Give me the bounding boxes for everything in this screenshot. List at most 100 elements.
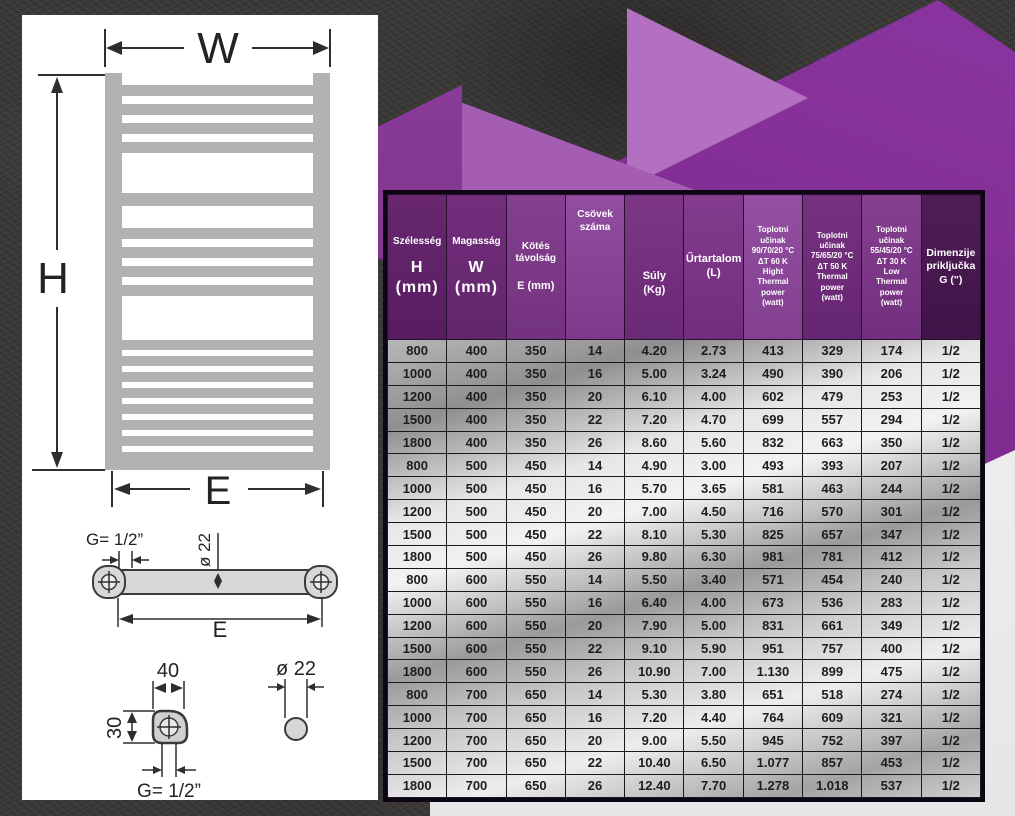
spec-cell: 7.00 [624, 499, 685, 524]
column-header-magassag: Magasság W (mm) [446, 194, 507, 340]
column-header-suly: Súly (Kg) [624, 194, 685, 340]
spec-cell: 1800 [386, 773, 448, 799]
spec-cell: 945 [742, 728, 804, 753]
spec-row: 800 600 550 14 5.50 3.40 571 454 240 1/2 [386, 567, 982, 592]
spec-cell: 1000 [386, 705, 448, 730]
spec-cell: 4.50 [683, 499, 744, 524]
tube-connection-label: G= 1/2” [86, 530, 144, 549]
spec-cell: 1/2 [920, 384, 982, 409]
spec-cell: 9.00 [624, 728, 685, 753]
spec-cell: 650 [505, 773, 566, 799]
spec-cell: 26 [564, 773, 626, 799]
spec-cell: 1000 [386, 361, 448, 386]
spec-cell: 1800 [386, 545, 448, 569]
spec-cell: 2.73 [683, 339, 744, 363]
spec-cell: 450 [505, 453, 566, 478]
spec-cell: 1200 [386, 384, 448, 409]
spec-table-header-row: Szélesség H (mm) Magasság W (mm) Kötés távolság… [386, 194, 982, 340]
spec-cell: 4.00 [683, 590, 744, 615]
spec-cell: 1/2 [920, 682, 982, 707]
spec-cell: 9.80 [624, 545, 685, 569]
spec-cell: 244 [861, 476, 922, 501]
spec-cell: 1/2 [920, 567, 982, 592]
spec-cell: 240 [861, 567, 922, 592]
width-label: W [197, 24, 239, 73]
spec-cell: 14 [564, 339, 626, 363]
spec-row: 1000 400 350 16 5.00 3.24 490 390 206 1/2 [386, 361, 982, 386]
spec-cell: 16 [564, 361, 626, 386]
spec-cell: 550 [505, 567, 566, 592]
spec-cell: 490 [742, 361, 804, 386]
spec-cell: 5.50 [683, 728, 744, 753]
spec-row: 800 400 350 14 4.20 2.73 413 329 174 1/2 [386, 339, 982, 363]
spec-cell: 3.40 [683, 567, 744, 592]
spec-row: 1500 600 550 22 9.10 5.90 951 757 400 1/2 [386, 636, 982, 661]
height-dimension: H [32, 74, 105, 471]
spec-cell: 571 [742, 567, 804, 592]
spec-cell: 463 [802, 476, 863, 501]
spec-cell: 1.018 [802, 773, 863, 799]
spec-cell: 650 [505, 682, 566, 707]
spec-row: 1500 400 350 22 7.20 4.70 699 557 294 1/2 [386, 407, 982, 432]
spec-row: 1800 400 350 26 8.60 5.60 832 663 350 1/2 [386, 430, 982, 455]
spec-cell: 600 [446, 613, 507, 638]
spec-cell: 600 [446, 590, 507, 615]
spec-cell: 22 [564, 751, 626, 775]
spec-cell: 413 [742, 339, 804, 363]
bracket-detail: 40 30 G= 1/ [104, 660, 201, 800]
spec-cell: 1200 [386, 499, 448, 524]
spec-cell: 397 [861, 728, 922, 753]
spec-cell: 1500 [386, 522, 448, 547]
spec-cell: 390 [802, 361, 863, 386]
spec-cell: 1/2 [920, 636, 982, 661]
column-header-thermal-30k: Toplotni učinak 55/45/20 °C ΔT 30 K Low Therm… [861, 194, 922, 340]
spec-cell: 22 [564, 636, 626, 661]
spec-cell: 500 [446, 453, 507, 478]
spec-cell: 400 [446, 407, 507, 432]
spec-cell: 3.00 [683, 453, 744, 478]
spec-cell: 602 [742, 384, 804, 409]
spec-table: Szélesség H (mm) Magasság W (mm) Kötés távolság… [386, 194, 982, 799]
spec-cell: 570 [802, 499, 863, 524]
spec-cell: 1/2 [920, 361, 982, 386]
spec-cell: 400 [446, 361, 507, 386]
spec-cell: 26 [564, 430, 626, 455]
spec-cell: 350 [505, 384, 566, 409]
spec-cell: 981 [742, 545, 804, 569]
spec-cell: 4.90 [624, 453, 685, 478]
width-dimension: W [104, 24, 331, 73]
radiator-front-view: W H [32, 24, 331, 513]
bottom-spacing-dimension: E [111, 469, 324, 513]
spec-cell: 253 [861, 384, 922, 409]
spec-cell: 26 [564, 659, 626, 684]
spec-cell: 274 [861, 682, 922, 707]
spec-row: 1200 400 350 20 6.10 4.00 602 479 253 1/2 [386, 384, 982, 409]
spec-cell: 500 [446, 499, 507, 524]
column-header-kotes-tavolsag: Kötés távolság E (mm) [505, 194, 566, 340]
bottom-spacing-label: E [205, 469, 232, 513]
spec-cell: 825 [742, 522, 804, 547]
spec-cell: 8.10 [624, 522, 685, 547]
spec-cell: 7.20 [624, 407, 685, 432]
spec-cell: 1/2 [920, 728, 982, 753]
spec-cell: 1000 [386, 590, 448, 615]
spec-cell: 206 [861, 361, 922, 386]
spec-cell: 1/2 [920, 453, 982, 478]
spec-cell: 1.130 [742, 659, 804, 684]
tube-diameter-label: ø 22 [195, 533, 214, 567]
bracket-width-label: 40 [157, 660, 179, 682]
spec-cell: 22 [564, 522, 626, 547]
spec-cell: 700 [446, 751, 507, 775]
spec-cell: 4.70 [683, 407, 744, 432]
spec-cell: 661 [802, 613, 863, 638]
spec-cell: 1.278 [742, 773, 804, 799]
spec-cell: 453 [861, 751, 922, 775]
spec-cell: 1/2 [920, 659, 982, 684]
spec-row: 1000 600 550 16 6.40 4.00 673 536 283 1/2 [386, 590, 982, 615]
spec-cell: 450 [505, 545, 566, 569]
spec-cell: 5.50 [624, 567, 685, 592]
radiator-diagram: W H [32, 24, 338, 800]
spec-cell: 1.077 [742, 751, 804, 775]
spec-cell: 1/2 [920, 339, 982, 363]
spec-cell: 7.20 [624, 705, 685, 730]
